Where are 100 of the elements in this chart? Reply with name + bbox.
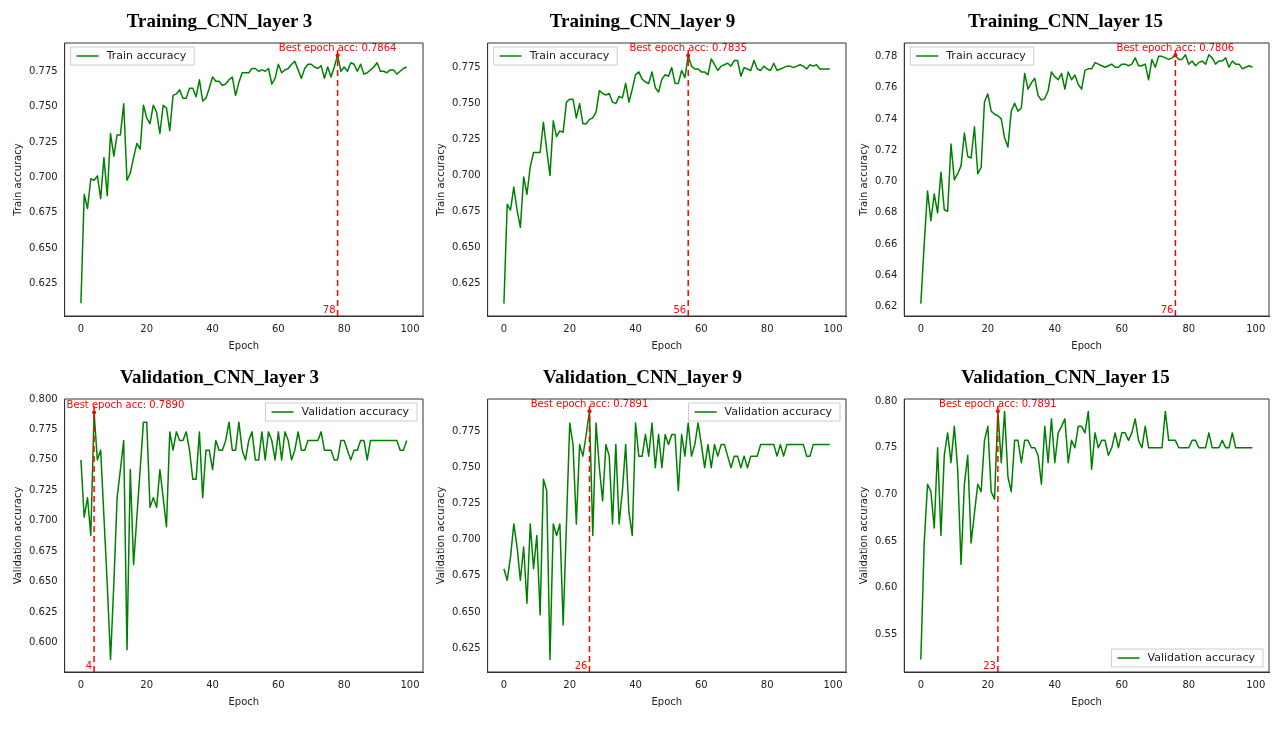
x-tick-label: 60 (1115, 322, 1129, 334)
x-tick-label: 80 (760, 322, 774, 334)
x-tick-label: 20 (981, 678, 995, 690)
x-tick-label: 60 (1115, 678, 1129, 690)
y-tick-label: 0.725 (451, 497, 481, 509)
x-tick-label: 80 (337, 678, 351, 690)
y-tick-label: 0.700 (451, 169, 481, 181)
y-tick-label: 0.675 (28, 544, 58, 556)
annotation: Best epoch acc: 0.7806 (1116, 41, 1235, 53)
x-tick-label: 20 (981, 322, 995, 334)
y-tick-label: 0.625 (28, 605, 58, 617)
y-axis-title: Validation accuracy (11, 486, 23, 585)
chart-title: Training_CNN_layer 9 (549, 9, 736, 33)
y-tick-label: 0.55 (875, 627, 898, 639)
y-tick-label: 0.725 (451, 133, 481, 145)
x-tick-label: 100 (400, 678, 420, 690)
x-tick-label: 0 (77, 678, 85, 690)
y-tick-label: 0.775 (451, 425, 481, 437)
y-tick-label: 0.64 (875, 269, 898, 281)
y-tick-label: 0.650 (451, 241, 481, 253)
x-tick-label: 40 (629, 678, 642, 690)
annotation: Best epoch acc: 0.7891 (530, 397, 649, 409)
legend-label: Validation accuracy (724, 404, 833, 418)
ref-line-label: 23 (983, 659, 996, 671)
x-tick-label: 40 (206, 322, 219, 334)
x-tick-label: 40 (206, 678, 219, 690)
ref-line-label: 76 (1160, 303, 1174, 315)
y-tick-label: 0.80 (875, 394, 898, 406)
y-tick-label: 0.65 (875, 534, 898, 546)
x-tick-label: 100 (823, 322, 843, 334)
y-tick-label: 0.78 (875, 49, 898, 61)
y-tick-label: 0.750 (451, 97, 481, 109)
legend-label: Train accuracy (105, 48, 187, 62)
y-tick-label: 0.675 (451, 569, 481, 581)
x-tick-label: 60 (272, 322, 285, 334)
y-tick-label: 0.775 (451, 61, 481, 73)
y-tick-label: 0.750 (451, 461, 481, 473)
y-axis-title: Validation accuracy (857, 486, 869, 585)
chart-title: Validation_CNN_layer 3 (120, 365, 319, 389)
x-tick-label: 40 (1048, 678, 1062, 690)
y-tick-label: 0.66 (875, 237, 898, 249)
chart-title: Validation_CNN_layer 15 (961, 365, 1170, 389)
y-tick-label: 0.750 (28, 100, 58, 112)
y-tick-label: 0.70 (875, 175, 898, 187)
x-tick-label: 100 (823, 678, 843, 690)
chart-title: Validation_CNN_layer 9 (543, 365, 742, 389)
x-tick-label: 0 (77, 322, 85, 334)
y-tick-label: 0.775 (28, 423, 58, 435)
y-tick-label: 0.600 (28, 636, 58, 648)
x-tick-label: 100 (1246, 678, 1266, 690)
legend-label: Validation accuracy (301, 404, 410, 418)
ref-line-label: 26 (574, 659, 588, 671)
y-tick-label: 0.675 (451, 205, 481, 217)
x-tick-label: 80 (337, 322, 351, 334)
y-tick-label: 0.725 (28, 135, 58, 147)
y-axis-title: Train accuracy (11, 143, 23, 217)
x-axis-title: Epoch (228, 339, 260, 351)
x-tick-label: 20 (563, 322, 577, 334)
y-tick-label: 0.800 (28, 392, 58, 404)
y-tick-label: 0.74 (875, 112, 898, 124)
ref-line-label: 56 (673, 303, 687, 315)
chart-title: Training_CNN_layer 3 (126, 9, 313, 33)
y-tick-label: 0.625 (451, 641, 481, 653)
legend-label: Train accuracy (945, 48, 1027, 62)
legend-label: Validation accuracy (1147, 650, 1256, 664)
y-tick-label: 0.700 (28, 514, 58, 526)
y-tick-label: 0.60 (875, 581, 898, 593)
y-tick-label: 0.76 (875, 81, 898, 93)
ref-line-label: 78 (322, 303, 336, 315)
y-tick-label: 0.70 (875, 488, 898, 500)
y-tick-label: 0.750 (28, 453, 58, 465)
x-tick-label: 60 (272, 678, 285, 690)
x-tick-label: 20 (140, 322, 154, 334)
y-tick-label: 0.650 (451, 605, 481, 617)
x-tick-label: 0 (917, 322, 925, 334)
x-tick-label: 80 (1182, 678, 1196, 690)
y-tick-label: 0.650 (28, 575, 58, 587)
ref-line-label: 4 (85, 659, 93, 671)
x-tick-label: 20 (563, 678, 577, 690)
y-axis-title: Validation accuracy (434, 486, 446, 585)
x-tick-label: 100 (400, 322, 420, 334)
x-axis-title: Epoch (1071, 695, 1102, 707)
annotation: Best epoch acc: 0.7835 (629, 41, 748, 53)
y-tick-label: 0.75 (875, 441, 898, 453)
x-axis-title: Epoch (228, 695, 260, 707)
annotation: Best epoch acc: 0.7891 (939, 397, 1057, 409)
x-tick-label: 80 (760, 678, 774, 690)
x-tick-label: 0 (500, 322, 508, 334)
x-tick-label: 0 (917, 678, 925, 690)
x-tick-label: 60 (695, 322, 708, 334)
chart-title: Training_CNN_layer 15 (967, 9, 1164, 33)
y-tick-label: 0.725 (28, 483, 58, 495)
y-tick-label: 0.700 (28, 170, 58, 182)
x-tick-label: 80 (1182, 322, 1196, 334)
annotation: Best epoch acc: 0.7890 (66, 398, 185, 410)
legend-label: Train accuracy (528, 48, 610, 62)
x-axis-title: Epoch (651, 339, 683, 351)
y-tick-label: 0.625 (28, 277, 58, 289)
x-tick-label: 60 (695, 678, 708, 690)
x-tick-label: 40 (1048, 322, 1062, 334)
